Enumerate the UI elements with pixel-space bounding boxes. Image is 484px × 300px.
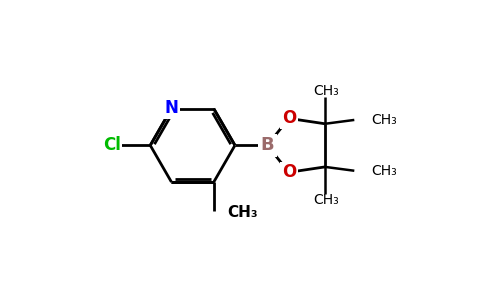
Text: CH₃: CH₃	[314, 193, 339, 207]
Text: O: O	[282, 163, 296, 181]
Text: N: N	[165, 99, 179, 117]
Text: Cl: Cl	[103, 136, 121, 154]
Text: O: O	[282, 110, 296, 128]
Text: CH₃: CH₃	[371, 113, 397, 127]
Text: CH₃: CH₃	[314, 84, 339, 98]
Text: CH₃: CH₃	[371, 164, 397, 178]
Text: B: B	[260, 136, 274, 154]
Text: CH₃: CH₃	[227, 205, 258, 220]
